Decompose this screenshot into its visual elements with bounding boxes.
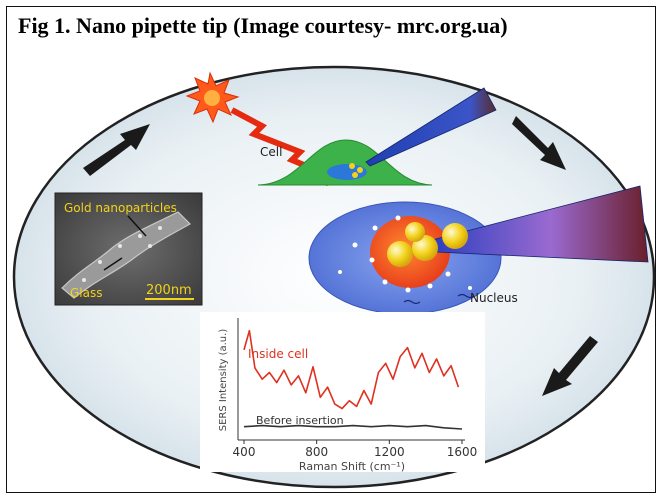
- cell-shape: [257, 139, 433, 186]
- gold-nanoparticle: [387, 241, 413, 267]
- x-tick-label: 400: [233, 445, 256, 459]
- laser-beam: [230, 107, 332, 179]
- nano-pipette-small: [365, 87, 497, 167]
- series-label-before-insertion: Before insertion: [256, 414, 344, 427]
- cycle-arrow-icon: [512, 116, 566, 170]
- cycle-arrow-icon: [83, 124, 150, 176]
- nucleus-zoom: Nucleus: [308, 185, 649, 315]
- x-tick-label: 1600: [447, 445, 478, 459]
- series-line-inside-cell: [243, 329, 460, 410]
- gold-nanoparticle: [442, 223, 468, 249]
- gold-nanoparticles-label: Gold nanoparticles: [64, 201, 177, 215]
- x-tick-label: 1200: [374, 445, 405, 459]
- sem-micrograph: Gold nanoparticles Glass 200nm: [54, 192, 203, 306]
- x-tick-label: 800: [305, 445, 328, 459]
- cell-label: Cell: [260, 145, 282, 159]
- nucleus-label: Nucleus: [470, 291, 518, 305]
- y-axis-label: SERS Intensity (a.u.): [218, 329, 229, 432]
- series-label-inside-cell: Inside cell: [248, 347, 308, 361]
- gold-nanoparticle: [405, 222, 425, 242]
- cycle-arrow-icon: [542, 336, 598, 396]
- figure-caption: Fig 1. Nano pipette tip (Image courtesy-…: [18, 13, 508, 38]
- x-axis-label: Raman Shift (cm⁻¹): [299, 460, 405, 473]
- light-source-icon: [185, 71, 240, 124]
- glass-label: Glass: [70, 286, 103, 300]
- sers-spectrum-chart: SERS Intensity (a.u.) Raman Shift (cm⁻¹)…: [200, 312, 485, 473]
- gold-nanoparticle: [412, 235, 438, 261]
- series-line-before-insertion: [243, 424, 463, 430]
- scale-bar-label: 200nm: [146, 283, 192, 298]
